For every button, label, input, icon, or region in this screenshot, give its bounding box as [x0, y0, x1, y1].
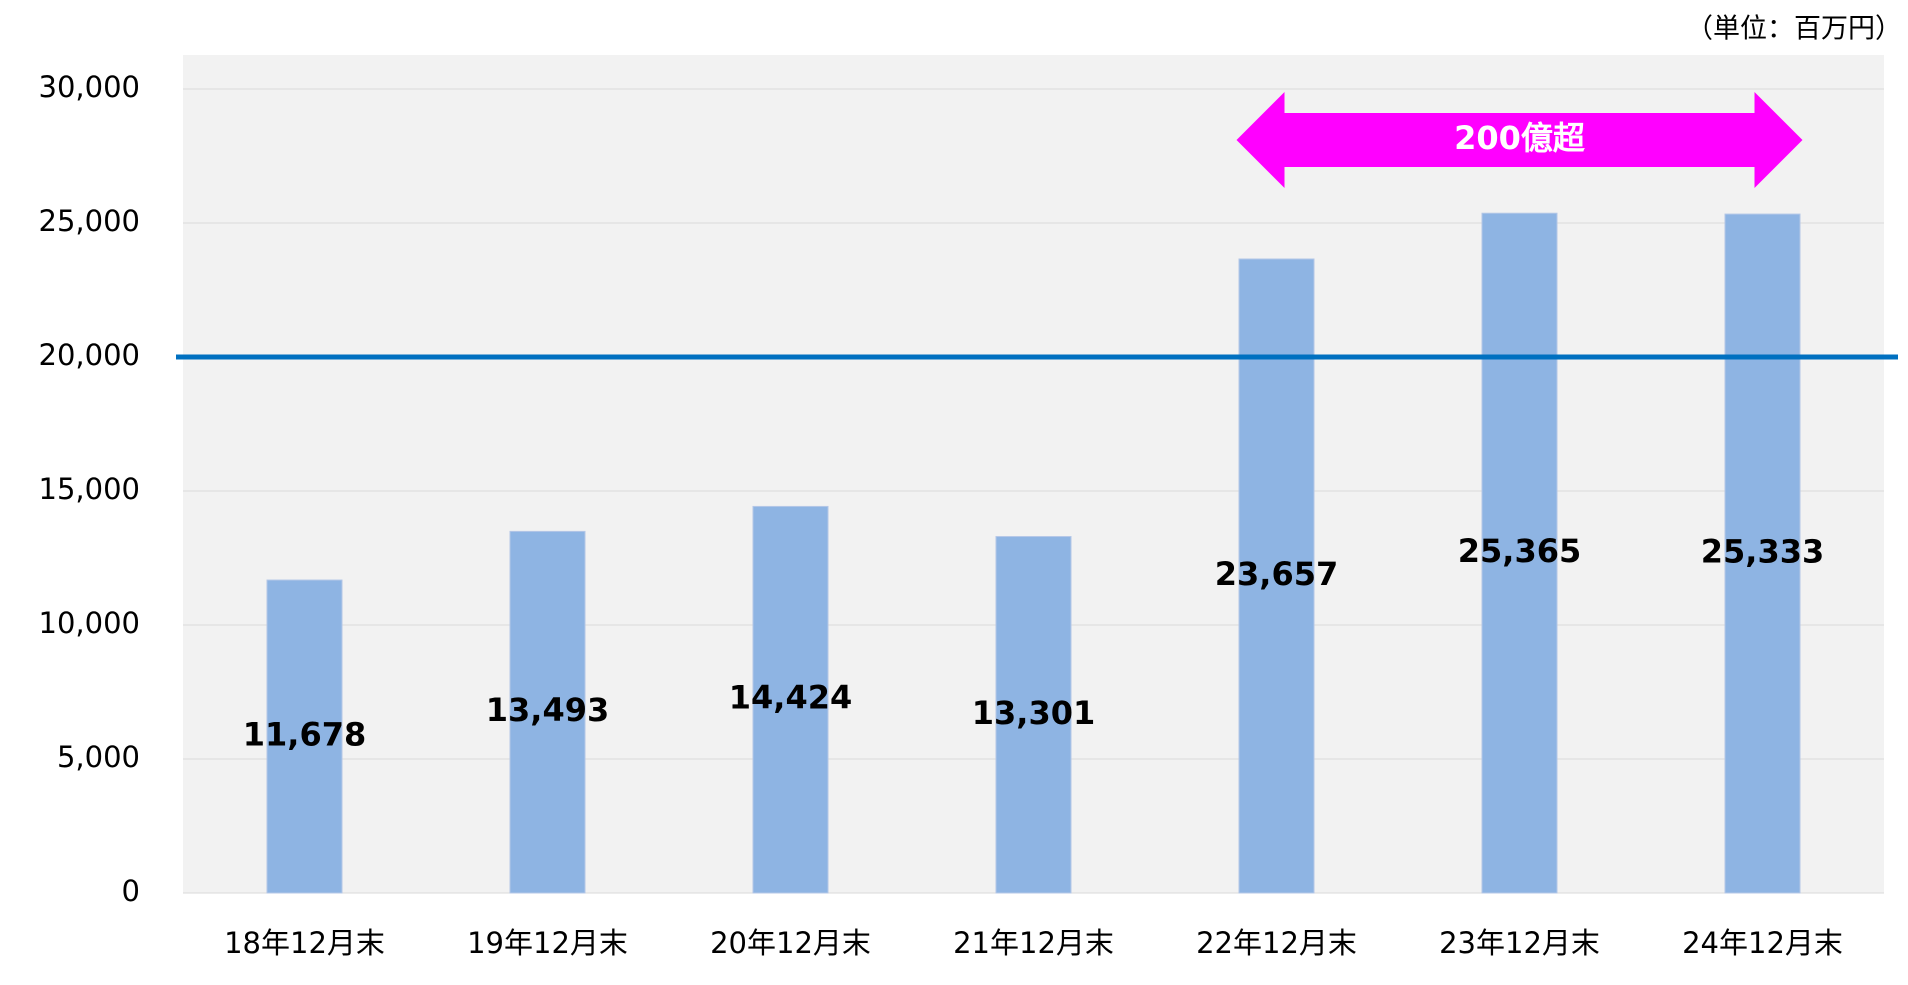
x-tick-label: 20年12月末 [710, 926, 871, 960]
y-tick-label: 10,000 [39, 606, 140, 640]
value-label: 25,333 [1701, 533, 1824, 571]
value-label: 25,365 [1458, 532, 1581, 570]
x-tick-label: 23年12月末 [1439, 926, 1600, 960]
y-tick-label: 30,000 [39, 70, 140, 104]
annotation-arrow [1236, 92, 1803, 188]
x-tick-label: 21年12月末 [953, 926, 1114, 960]
x-tick-label: 19年12月末 [467, 926, 628, 960]
y-tick-label: 15,000 [39, 472, 140, 506]
y-tick-label: 5,000 [57, 740, 140, 774]
bar [266, 579, 343, 894]
annotation-text: 200億超 [1454, 119, 1586, 157]
bar [1724, 213, 1801, 894]
x-tick-label: 18年12月末 [224, 926, 385, 960]
y-tick-label: 25,000 [39, 204, 140, 238]
x-tick-label: 24年12月末 [1682, 926, 1843, 960]
value-label: 13,493 [486, 691, 609, 729]
bar [995, 536, 1072, 894]
y-tick-label: 0 [122, 874, 140, 908]
value-label: 11,678 [243, 716, 366, 754]
x-tick-label: 22年12月末 [1196, 926, 1357, 960]
bar [1481, 212, 1558, 894]
bar [509, 530, 586, 894]
unit-note: （単位：百万円） [1686, 14, 1902, 45]
y-tick-label: 20,000 [39, 338, 140, 372]
bar [752, 505, 829, 894]
value-label: 14,424 [729, 679, 852, 717]
value-label: 23,657 [1215, 555, 1338, 593]
value-label: 13,301 [972, 694, 1095, 732]
bar [1238, 258, 1315, 894]
